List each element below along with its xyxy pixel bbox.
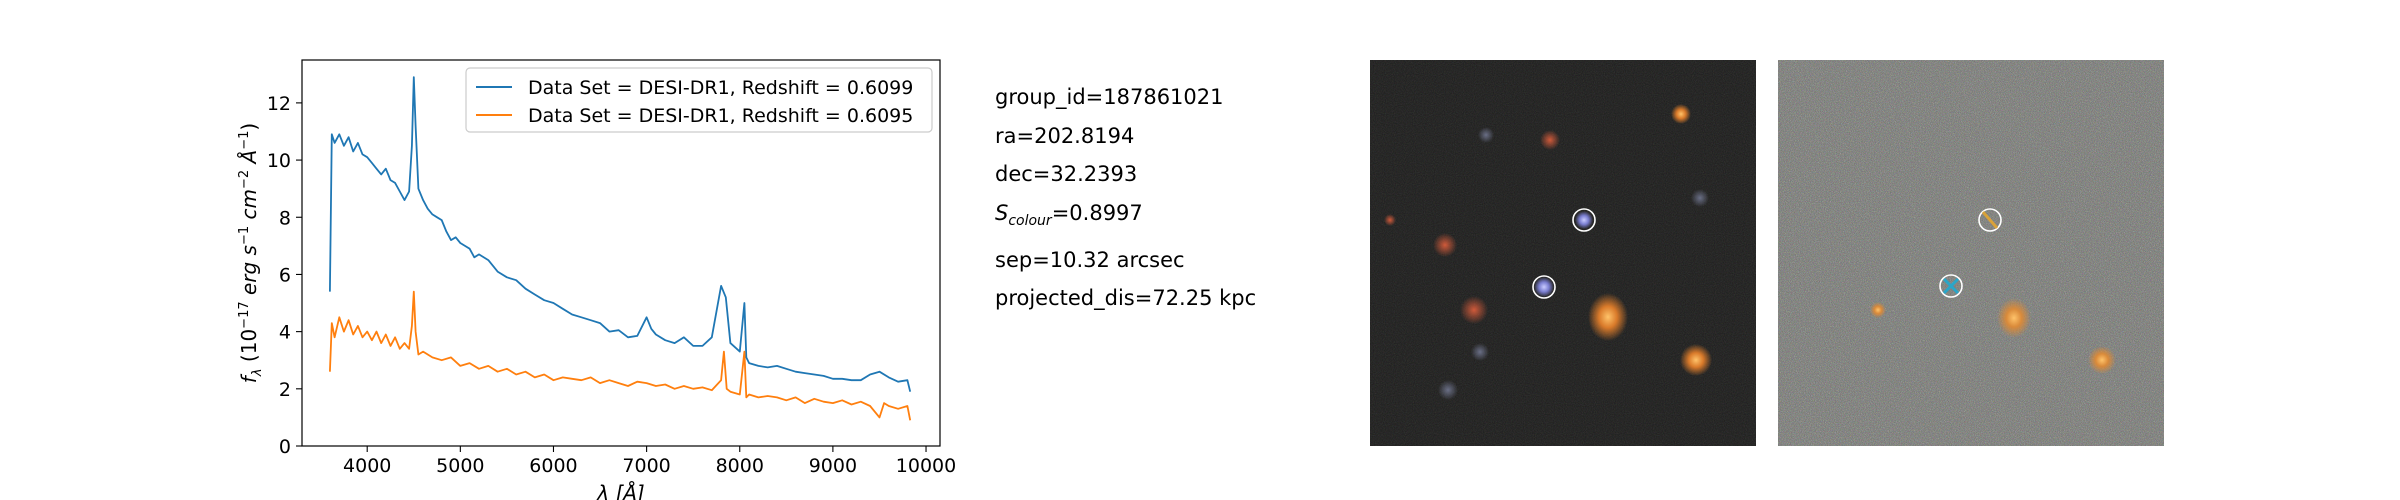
x-tick-label: 8000	[716, 455, 764, 477]
y-tick-label: 10	[267, 150, 291, 172]
separation-text: sep=10.32 arcsec	[995, 247, 1185, 272]
y-label-f: f	[237, 373, 261, 383]
x-tick-label: 6000	[529, 455, 577, 477]
source-blob	[2088, 346, 2116, 374]
y-axis-label: fλ (10−17 erg s−1 cm−2 Å−1)	[237, 123, 265, 383]
x-tick-label: 10000	[896, 455, 956, 477]
s-colour-text: Scolour=0.8997	[995, 194, 1256, 241]
ra-text: ra=202.8194	[995, 123, 1135, 148]
central-galaxy-blob	[1997, 298, 2031, 338]
x-tick-label: 9000	[809, 455, 857, 477]
y-label-sup: −2	[237, 170, 252, 189]
y-label-part: cm	[237, 189, 261, 226]
x-tick-label: 4000	[343, 455, 391, 477]
y-label-part: )	[237, 123, 261, 131]
source-blob	[1680, 344, 1712, 376]
s-colour-value: =0.8997	[1051, 200, 1143, 225]
target-cross-marker	[1981, 211, 1999, 229]
s-colour-subscript: colour	[1008, 212, 1052, 229]
target-circle-marker	[1572, 208, 1596, 232]
y-label-part: erg s	[237, 245, 261, 301]
dec-text: dec=32.2393	[995, 162, 1138, 187]
source-blob	[1384, 214, 1396, 226]
source-blob	[1870, 302, 1886, 318]
y-label-part: (10	[237, 329, 261, 369]
source-blob	[1460, 296, 1488, 324]
y-label-sup: −1	[237, 226, 252, 245]
plot-frame	[301, 59, 941, 447]
target-circle-marker	[1978, 208, 2002, 232]
y-label-part: Å	[237, 150, 261, 170]
source-blob	[1438, 380, 1458, 400]
companion-cross-marker	[1942, 277, 1960, 295]
galaxy-image-color	[1370, 60, 1756, 446]
group-id-text: group_id=187861021	[995, 85, 1224, 109]
y-tick-label: 2	[279, 379, 291, 401]
y-label-sup: −1	[237, 131, 252, 150]
galaxy-info-panel: group_id=187861021 ra=202.8194 dec=32.23…	[995, 78, 1256, 318]
x-tick-label: 7000	[622, 455, 670, 477]
source-blob	[1478, 127, 1494, 143]
x-tick-label: 5000	[436, 455, 484, 477]
source-blob	[1471, 343, 1489, 361]
source-blob	[1540, 130, 1560, 150]
target-galaxy-blob	[1575, 211, 1593, 229]
series-line-2	[329, 290, 912, 421]
projected-distance-text: projected_dis=72.25 kpc	[995, 286, 1257, 311]
y-label-sub: λ	[250, 368, 265, 377]
series-line-1	[329, 76, 912, 392]
legend-label-2: Data Set = DESI-DR1, Redshift = 0.6095	[528, 105, 913, 127]
y-label-sup: −17	[237, 301, 252, 328]
companion-circle-marker	[1532, 275, 1556, 299]
y-tick-label: 8	[279, 207, 291, 229]
companion-circle-marker	[1939, 274, 1963, 298]
galaxy-image-residual	[1778, 60, 2164, 446]
x-axis-label: λ [Å]	[596, 481, 644, 500]
y-tick-label: 4	[279, 322, 291, 344]
central-galaxy-blob	[1588, 293, 1628, 341]
y-tick-label: 6	[279, 264, 291, 286]
s-colour-symbol: S	[995, 200, 1009, 225]
companion-galaxy-blob	[1534, 277, 1554, 297]
source-blob	[1671, 104, 1691, 124]
source-blob	[1433, 233, 1457, 257]
legend-label-1: Data Set = DESI-DR1, Redshift = 0.6099	[528, 77, 913, 99]
legend-box	[465, 67, 933, 133]
source-blob	[1691, 189, 1709, 207]
y-tick-label: 0	[279, 436, 291, 458]
y-tick-label: 12	[267, 93, 291, 115]
spectrum-plot: 4000 5000 6000 7000 8000 9000 10000 0 2 4 6 8 10 12 λ …	[237, 59, 956, 500]
